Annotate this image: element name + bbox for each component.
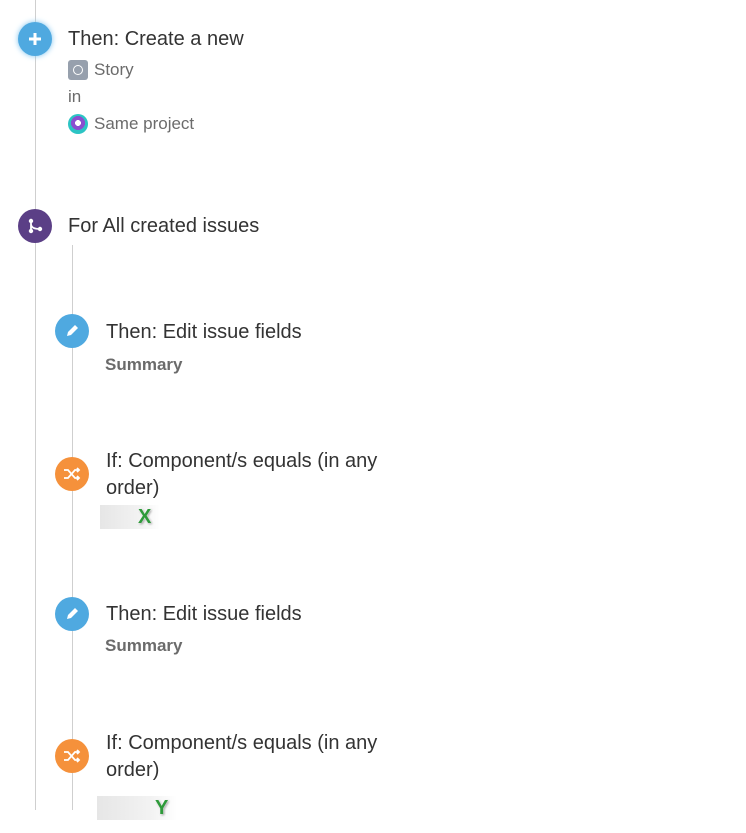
create-title[interactable]: Then: Create a new	[68, 28, 244, 50]
condition-title-line1[interactable]: If: Component/s equals (in any	[106, 732, 378, 754]
project-avatar-icon	[68, 114, 88, 134]
edit-field: Summary	[105, 355, 183, 374]
pencil-icon	[67, 325, 78, 336]
edit-node[interactable]	[55, 597, 89, 631]
branch-icon	[28, 218, 43, 234]
condition-title-line1[interactable]: If: Component/s equals (in any	[106, 450, 378, 472]
condition-node[interactable]	[55, 739, 89, 773]
edit-node[interactable]	[55, 314, 89, 348]
branch-title[interactable]: For All created issues	[68, 215, 260, 237]
branch-node[interactable]	[18, 209, 52, 243]
shuffle-icon	[64, 467, 81, 481]
condition-value: X	[100, 504, 160, 530]
pencil-icon	[67, 608, 78, 619]
inner-timeline	[72, 245, 73, 810]
condition-value: Y	[97, 795, 177, 821]
issue-type: Story	[68, 59, 134, 81]
project: Same project	[68, 113, 194, 135]
condition-title-line2[interactable]: order)	[106, 477, 160, 499]
story-icon	[68, 60, 88, 80]
edit-field: Summary	[105, 636, 183, 655]
outer-timeline	[35, 0, 36, 810]
edit-title[interactable]: Then: Edit issue fields	[106, 321, 302, 343]
create-node[interactable]	[18, 22, 52, 56]
shuffle-icon	[64, 749, 81, 763]
plus-icon	[29, 33, 41, 45]
in-label: in	[68, 87, 82, 106]
edit-title[interactable]: Then: Edit issue fields	[106, 603, 302, 625]
condition-node[interactable]	[55, 457, 89, 491]
condition-title-line2[interactable]: order)	[106, 759, 160, 781]
